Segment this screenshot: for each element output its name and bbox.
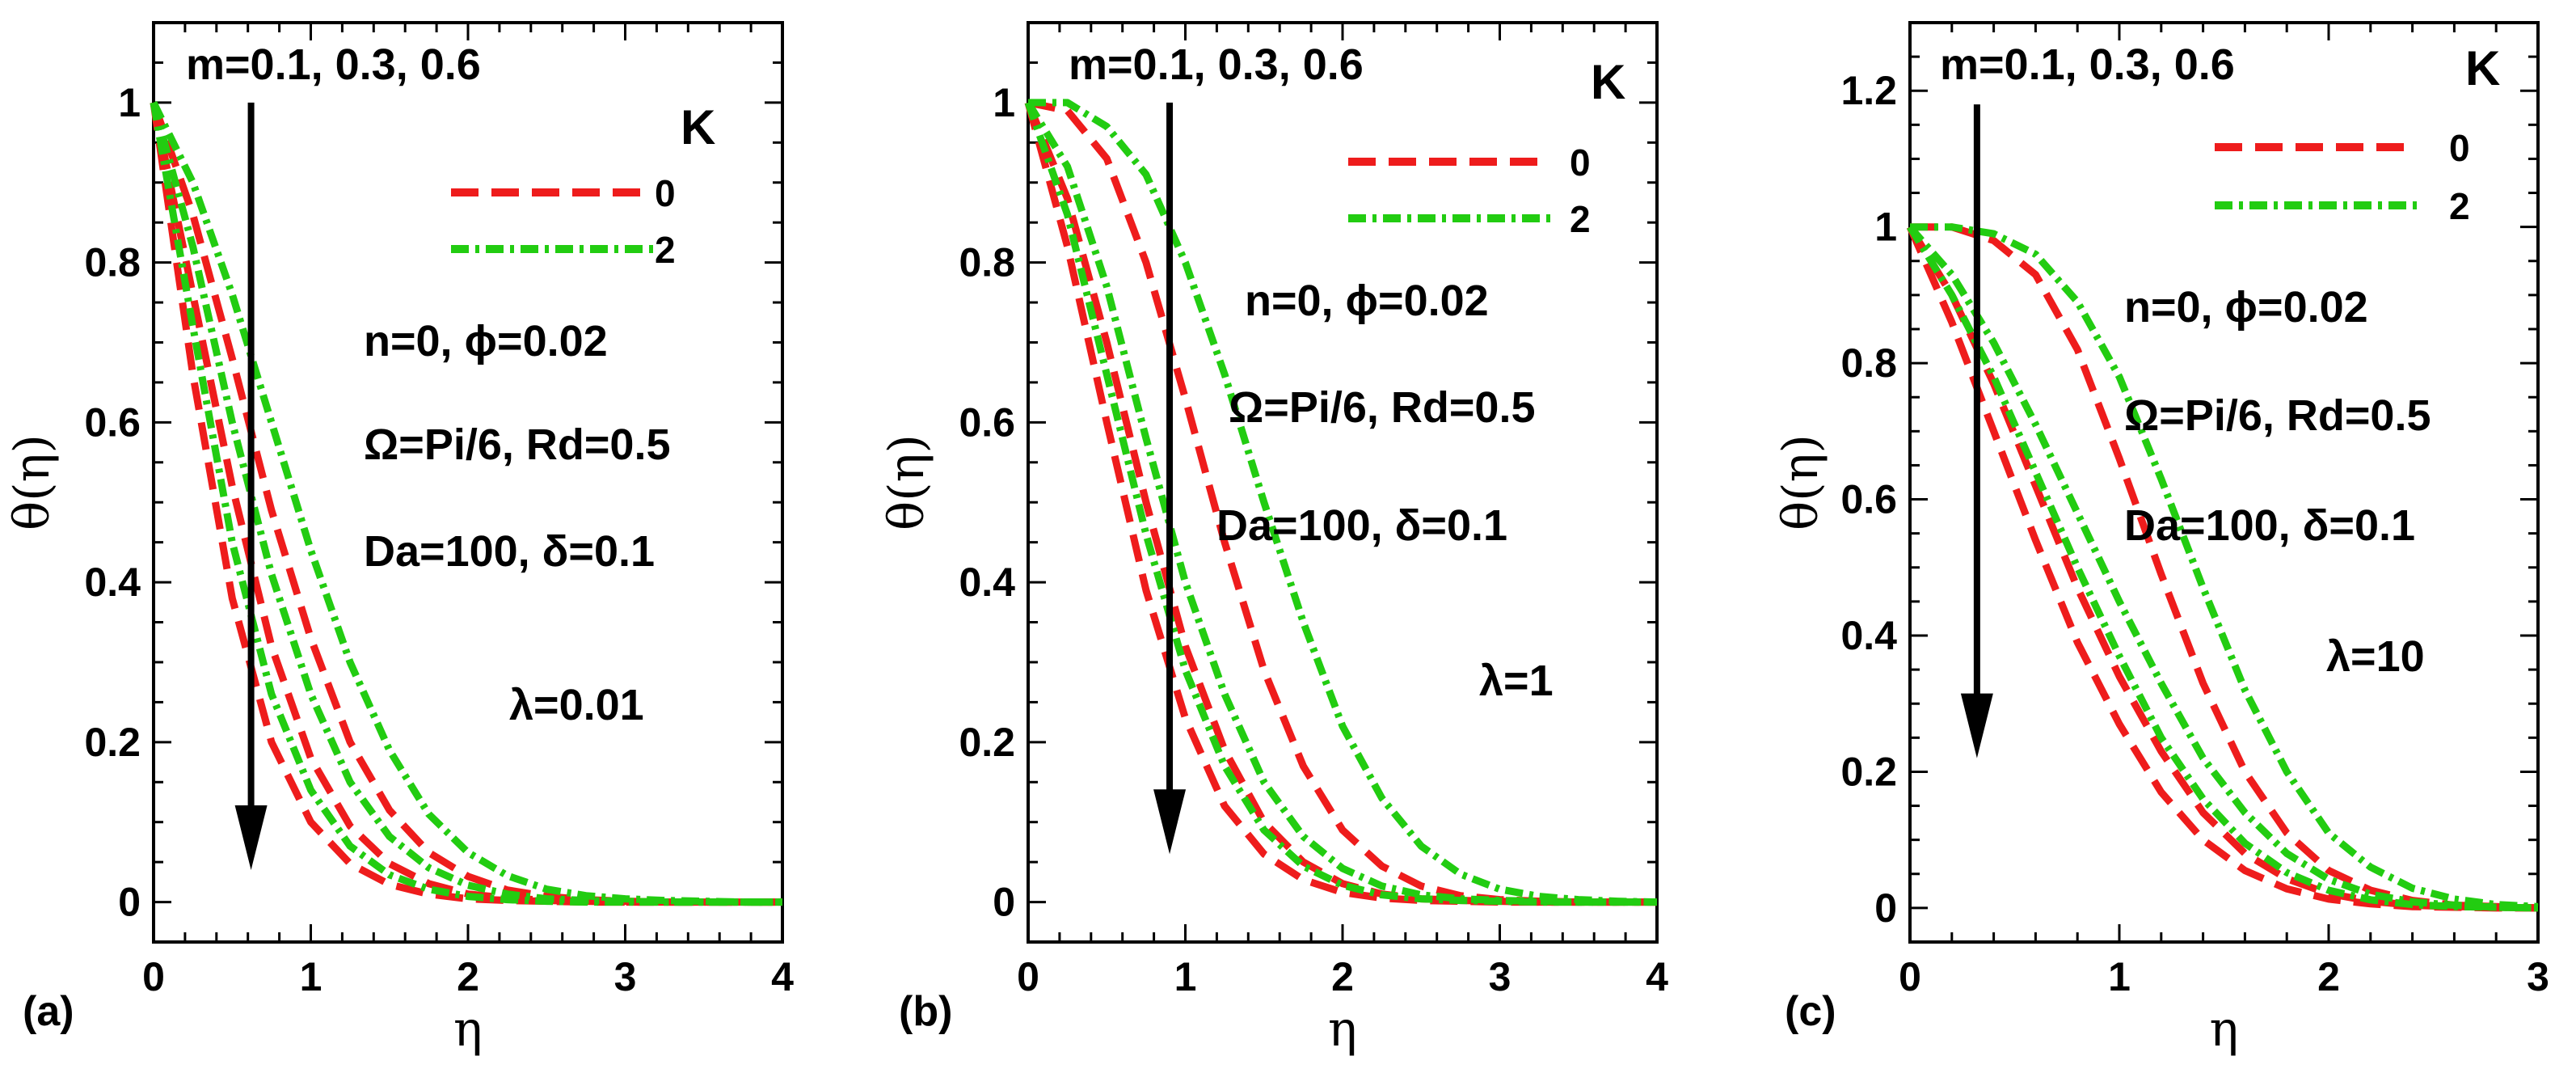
- panel-c-x-tick-label: 1: [2108, 954, 2131, 999]
- panel-a-annotation-1: n=0, ϕ=0.02: [364, 317, 608, 365]
- panel-a-arrow-head: [234, 805, 268, 871]
- panel-b-label: (b): [899, 988, 952, 1035]
- panel-a-y-tick-label: 1: [118, 80, 141, 125]
- panel-a-y-tick-label: 0.4: [84, 560, 141, 605]
- panel-a-y-tick-label: 0.8: [84, 240, 141, 285]
- panel-c-plot-frame: [1908, 21, 2540, 944]
- panel-b-series-line-k2-3: [1024, 101, 1657, 906]
- panel-c-x-axis-title: η: [2210, 1001, 2239, 1058]
- panel-b-y-tick-label: 0.8: [959, 240, 1015, 285]
- panel-b-series-line-k2-4: [1025, 100, 1657, 906]
- panel-c-series-line-k2-5: [1910, 223, 2539, 910]
- panel-a-annotation-4: λ=0.01: [509, 681, 644, 729]
- panel-c-y-tick-label: 0: [1874, 885, 1897, 931]
- panel-b-arrow-head: [1153, 789, 1187, 855]
- panel-c-x-tick-label: 3: [2527, 954, 2549, 999]
- panel-c-annotation-3: Da=100, δ=0.1: [2124, 501, 2415, 550]
- panel-a-legend-label-k0: 0: [655, 172, 676, 214]
- panel-c-legend-label-k2: 2: [2449, 185, 2470, 227]
- panel-b-series-line-k2-5: [1028, 99, 1658, 906]
- panel-b-annotation-2: Ω=Pi/6, Rd=0.5: [1229, 383, 1535, 432]
- panel-b-annotation-4: λ=1: [1479, 657, 1554, 705]
- panel-a-x-tick-label: 2: [457, 954, 479, 999]
- panel-c-y-tick-label: 0.6: [1840, 477, 1897, 522]
- panel-a-annotation-2: Ω=Pi/6, Rd=0.5: [364, 420, 670, 469]
- panel-c-series-line-k2-4: [1907, 224, 2539, 912]
- panel-c-legend-label-k0: 0: [2449, 127, 2470, 169]
- panel-b-x-axis-title: η: [1328, 1001, 1357, 1058]
- panel-a-x-tick-label: 1: [300, 954, 323, 999]
- panel-b-annotation-0: m=0.1, 0.3, 0.6: [1069, 40, 1364, 89]
- panel-a-y-tick-label: 0.2: [84, 720, 141, 765]
- panel-a-annotation-0: m=0.1, 0.3, 0.6: [186, 40, 481, 89]
- panel-c-y-tick-label: 1: [1874, 205, 1897, 250]
- panel-c-series-line-k0-0: [1906, 225, 2538, 912]
- panel-c-y-tick-label: 1.2: [1840, 68, 1897, 113]
- panel-b-x-tick-label: 2: [1331, 954, 1354, 999]
- panel-c-x-tick-label: 0: [1899, 954, 1921, 999]
- panel-c-arrow-head: [1960, 693, 1993, 758]
- panel-c-annotation-4: λ=10: [2326, 632, 2425, 681]
- panel-a-x-tick-label: 3: [614, 954, 637, 999]
- panel-c-legend-title: K: [2465, 41, 2500, 95]
- panel-a-legend-label-k2: 2: [655, 229, 676, 271]
- panel-c-annotation-2: Ω=Pi/6, Rd=0.5: [2124, 391, 2431, 440]
- panel-a-x-tick-label: 0: [142, 954, 165, 999]
- panel-c-y-tick-label: 0.2: [1840, 749, 1897, 794]
- panel-a-y-tick-label: 0.6: [84, 399, 141, 445]
- panel-a-y-axis-title: θ(η): [4, 434, 61, 530]
- panel-a-legend-title: K: [681, 100, 715, 154]
- panel-a-series-line-k2-4: [150, 101, 782, 906]
- panel-a-x-axis-title: η: [453, 1001, 483, 1058]
- panel-c-y-tick-label: 0.8: [1840, 340, 1897, 386]
- panel-c-annotation-0: m=0.1, 0.3, 0.6: [1940, 40, 2235, 89]
- panel-a-label: (a): [23, 988, 74, 1035]
- panel-b-legend-title: K: [1591, 55, 1625, 109]
- panel-a-x-tick-label: 4: [771, 954, 794, 999]
- panel-b-y-tick-label: 0: [993, 880, 1015, 925]
- panel-b-annotation-3: Da=100, δ=0.1: [1216, 501, 1507, 550]
- panel-c-y-tick-label: 0.4: [1840, 613, 1897, 658]
- panel-a-annotation-3: Da=100, δ=0.1: [364, 527, 655, 576]
- panel-b-x-tick-label: 0: [1017, 954, 1039, 999]
- panel-b-y-axis-title: θ(η): [879, 434, 935, 530]
- panel-b-legend-label-k2: 2: [1570, 198, 1591, 240]
- panel-b-series-line-k0-2: [1027, 99, 1657, 906]
- panel-c-series-line-k0-2: [1910, 223, 2539, 912]
- panel-b-y-tick-label: 1: [993, 80, 1015, 125]
- panel-c-y-axis-title: θ(η): [1773, 434, 1829, 530]
- panel-c-label: (c): [1785, 988, 1836, 1035]
- panel-b-annotation-1: n=0, ϕ=0.02: [1245, 277, 1489, 325]
- panel-c-x-tick-label: 2: [2317, 954, 2340, 999]
- panel-b-y-tick-label: 0.4: [959, 560, 1015, 605]
- panel-b-y-tick-label: 0.2: [959, 720, 1015, 765]
- panel-b-y-tick-label: 0.6: [959, 399, 1015, 445]
- panel-c-annotation-1: n=0, ϕ=0.02: [2124, 283, 2368, 332]
- panel-c-series-line-k2-3: [1907, 225, 2539, 912]
- panel-a-y-tick-label: 0: [118, 880, 141, 925]
- panel-b-x-tick-label: 4: [1646, 954, 1668, 999]
- panel-b-x-tick-label: 3: [1489, 954, 1511, 999]
- panel-b-x-tick-label: 1: [1174, 954, 1197, 999]
- panel-b-legend-label-k0: 0: [1570, 142, 1591, 184]
